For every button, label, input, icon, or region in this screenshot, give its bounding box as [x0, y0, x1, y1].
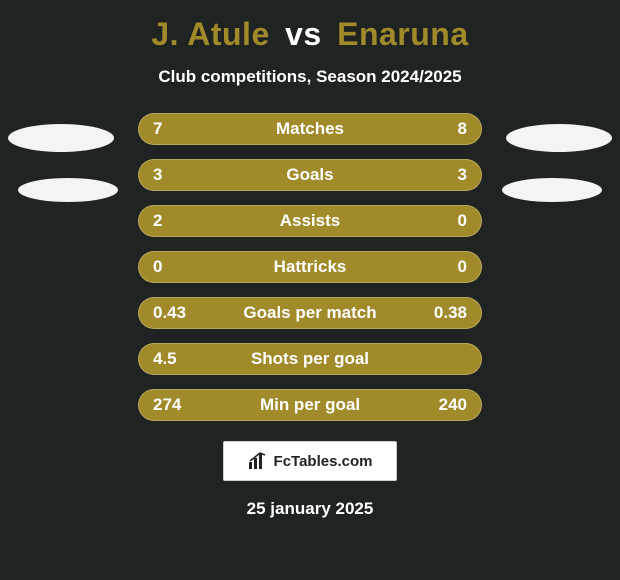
stat-row: 274 Min per goal 240	[138, 389, 482, 421]
stat-row: 0 Hattricks 0	[138, 251, 482, 283]
brand-text: FcTables.com	[274, 453, 373, 470]
season-subtitle: Club competitions, Season 2024/2025	[0, 67, 620, 87]
footer-date: 25 january 2025	[0, 499, 620, 519]
stat-label: Min per goal	[139, 395, 481, 415]
stat-label: Assists	[139, 211, 481, 231]
stat-label: Goals	[139, 165, 481, 185]
vs-text: vs	[285, 16, 322, 52]
stat-row: 0.43 Goals per match 0.38	[138, 297, 482, 329]
player1-name: J. Atule	[151, 16, 269, 52]
player2-name: Enaruna	[337, 16, 469, 52]
stat-row: 3 Goals 3	[138, 159, 482, 191]
stat-row: 7 Matches 8	[138, 113, 482, 145]
stat-row: 2 Assists 0	[138, 205, 482, 237]
stats-list: 7 Matches 8 3 Goals 3 2 Assists 0 0 Hatt…	[0, 113, 620, 421]
brand-chart-icon	[248, 452, 268, 470]
stat-row: 4.5 Shots per goal	[138, 343, 482, 375]
stat-label: Goals per match	[139, 303, 481, 323]
stat-label: Shots per goal	[139, 349, 481, 369]
brand-box[interactable]: FcTables.com	[223, 441, 397, 481]
stat-label: Matches	[139, 119, 481, 139]
stat-label: Hattricks	[139, 257, 481, 277]
comparison-title: J. Atule vs Enaruna	[0, 16, 620, 53]
comparison-card: J. Atule vs Enaruna Club competitions, S…	[0, 0, 620, 580]
